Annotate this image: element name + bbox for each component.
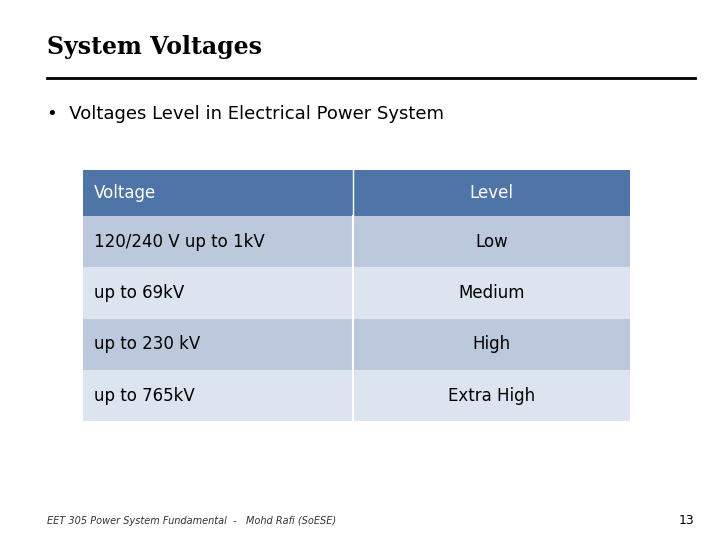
Text: Voltage: Voltage xyxy=(94,184,156,202)
Text: High: High xyxy=(472,335,510,353)
Text: 13: 13 xyxy=(679,514,695,526)
Text: •  Voltages Level in Electrical Power System: • Voltages Level in Electrical Power Sys… xyxy=(47,105,444,123)
FancyBboxPatch shape xyxy=(83,319,630,370)
Text: up to 765kV: up to 765kV xyxy=(94,387,194,404)
FancyBboxPatch shape xyxy=(83,267,630,319)
FancyBboxPatch shape xyxy=(83,370,630,421)
Text: Low: Low xyxy=(475,233,508,251)
Text: System Voltages: System Voltages xyxy=(47,35,262,59)
FancyBboxPatch shape xyxy=(83,216,630,267)
Text: Extra High: Extra High xyxy=(448,387,535,404)
Text: up to 230 kV: up to 230 kV xyxy=(94,335,200,353)
Text: Medium: Medium xyxy=(458,284,525,302)
FancyBboxPatch shape xyxy=(83,170,630,216)
Text: Level: Level xyxy=(469,184,513,202)
Text: EET 305 Power System Fundamental  -   Mohd Rafi (SoESE): EET 305 Power System Fundamental - Mohd … xyxy=(47,516,336,526)
Text: 120/240 V up to 1kV: 120/240 V up to 1kV xyxy=(94,233,264,251)
Text: up to 69kV: up to 69kV xyxy=(94,284,184,302)
